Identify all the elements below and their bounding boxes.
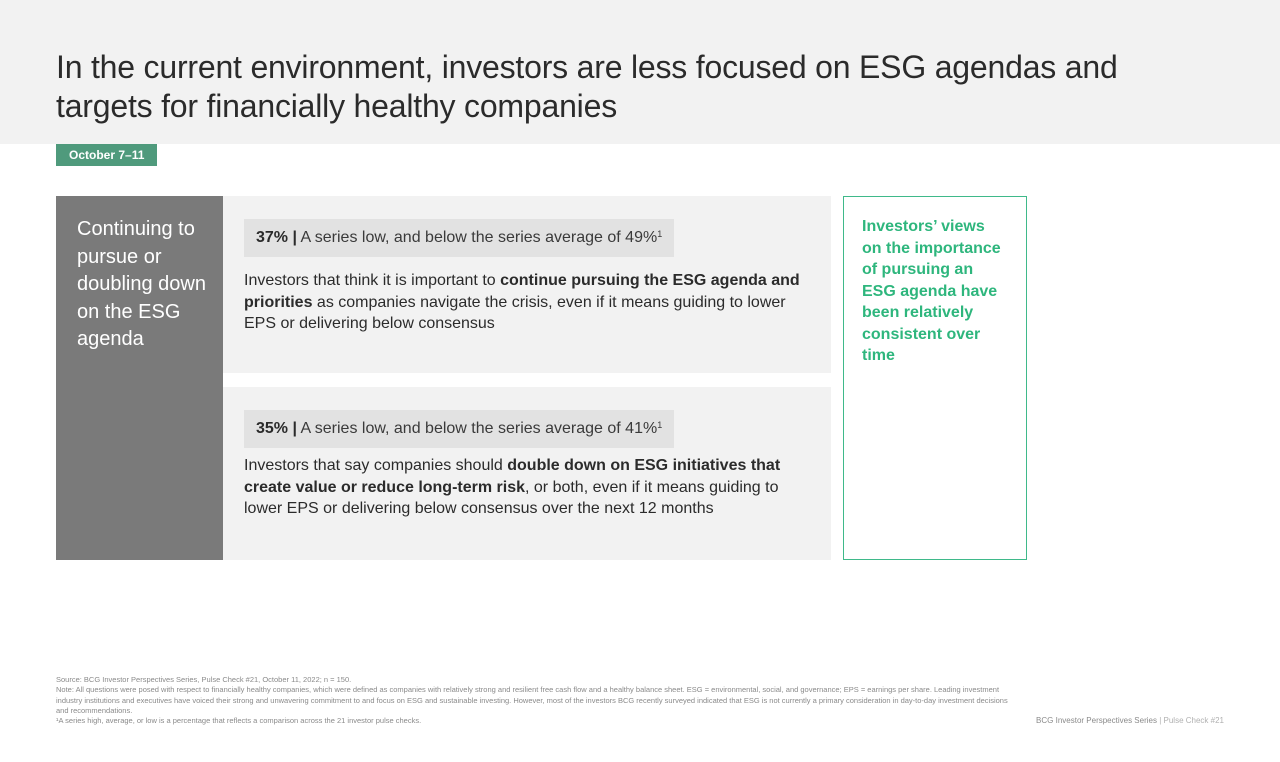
footnote-source: Source: BCG Investor Perspectives Series… [56,675,352,684]
stat-description: A series low, and below the series avera… [296,420,658,437]
card-text-lead: Investors that think it is important to [244,272,501,289]
callout-text: Investors’ views on the importance of pu… [862,218,1001,364]
card-text-lead: Investors that say companies should [244,457,508,474]
stat-box: 37% | A series low, and below the series… [244,219,675,257]
stat-footnote-marker: 1 [657,229,663,239]
stat-footnote-marker: 1 [657,420,663,430]
date-tag: October 7–11 [56,144,158,166]
footer-divider: | [1156,716,1164,725]
stat-percentage: 37% [256,229,289,246]
callout-box: Investors’ views on the importance of pu… [843,196,1027,560]
footnote-note: Note: All questions were posed with resp… [56,685,1008,715]
card-text-tail: as companies navigate the crisis, even i… [244,293,786,333]
header-band [0,0,1280,144]
stat-percentage: 35% [256,420,289,437]
card-description: Investors that think it is important to … [244,270,804,335]
stat-separator: | [292,420,297,437]
stat-description: A series low, and below the series avera… [296,229,658,246]
card-text-emphasis: continue pursuing the ESG agenda and pri… [244,272,800,311]
stat-card-double-down-esg: 35% | A series low, and below the series… [223,387,831,560]
footer-pulse-check: Pulse Check #21 [1163,716,1224,725]
card-text-tail: , or both, even if it means guiding to l… [244,478,779,518]
stat-separator: | [292,229,297,246]
footnotes: Source: BCG Investor Perspectives Series… [56,675,1016,726]
footer-series-name: BCG Investor Perspectives Series [1036,716,1157,725]
card-text-emphasis: double down on ESG initiatives that crea… [244,457,781,496]
page-title: In the current environment, investors ar… [56,49,1118,124]
stat-box: 35% | A series low, and below the series… [244,410,675,448]
card-description: Investors that say companies should doub… [244,455,804,520]
side-panel-label: Continuing to pursue or doubling down on… [77,218,206,350]
footer-series: BCG Investor Perspectives Series | Pulse… [1036,716,1224,725]
stat-card-continue-esg: 37% | A series low, and below the series… [223,196,831,373]
side-panel: Continuing to pursue or doubling down on… [56,196,223,560]
footnote-series-definition: ¹A series high, average, or low is a per… [56,716,422,726]
